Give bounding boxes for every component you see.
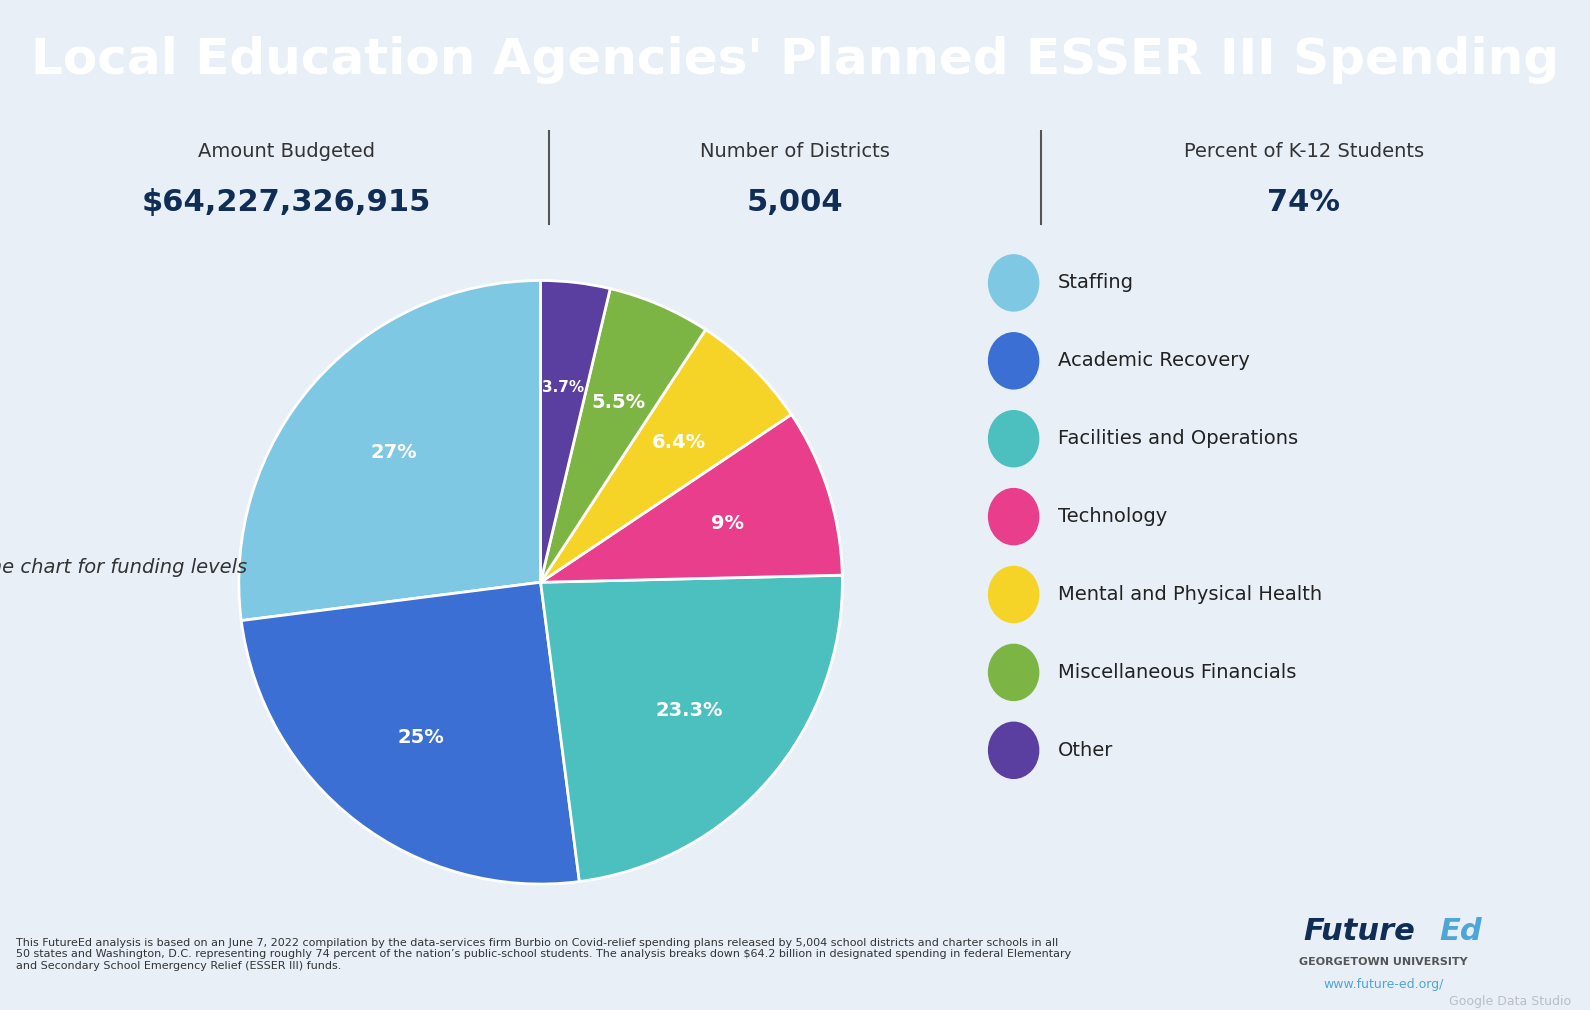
Circle shape xyxy=(989,722,1038,779)
Text: 5,004: 5,004 xyxy=(747,188,843,217)
Text: Technology: Technology xyxy=(1059,507,1167,526)
Text: Ed: Ed xyxy=(1439,917,1482,945)
Text: GEORGETOWN UNIVERSITY: GEORGETOWN UNIVERSITY xyxy=(1299,956,1468,967)
Circle shape xyxy=(989,489,1038,544)
Circle shape xyxy=(989,567,1038,622)
Text: Google Data Studio: Google Data Studio xyxy=(1450,996,1571,1008)
Text: Mental and Physical Health: Mental and Physical Health xyxy=(1059,585,1323,604)
Text: Facilities and Operations: Facilities and Operations xyxy=(1059,429,1299,448)
Text: 25%: 25% xyxy=(398,728,444,747)
Text: 74%: 74% xyxy=(1267,188,1340,217)
Wedge shape xyxy=(541,281,611,582)
Text: Percent of K-12 Students: Percent of K-12 Students xyxy=(1183,142,1425,162)
Wedge shape xyxy=(238,281,541,620)
Text: Amount Budgeted: Amount Budgeted xyxy=(197,142,375,162)
Wedge shape xyxy=(541,414,843,582)
Text: 5.5%: 5.5% xyxy=(591,393,646,411)
Text: 23.3%: 23.3% xyxy=(655,701,723,719)
Text: Click on the chart for funding levels: Click on the chart for funding levels xyxy=(0,558,246,577)
Text: 3.7%: 3.7% xyxy=(542,380,585,395)
Circle shape xyxy=(989,332,1038,389)
Text: Future: Future xyxy=(1304,917,1415,945)
Wedge shape xyxy=(541,289,706,582)
Text: This FutureEd analysis is based on an June 7, 2022 compilation by the data-servi: This FutureEd analysis is based on an Ju… xyxy=(16,938,1072,971)
Wedge shape xyxy=(541,329,792,582)
Text: 6.4%: 6.4% xyxy=(652,433,706,452)
Text: 27%: 27% xyxy=(370,443,417,463)
Wedge shape xyxy=(541,575,843,882)
Circle shape xyxy=(989,644,1038,701)
Text: www.future-ed.org/: www.future-ed.org/ xyxy=(1323,979,1444,991)
Text: Other: Other xyxy=(1059,740,1113,760)
Text: Staffing: Staffing xyxy=(1059,274,1134,293)
Circle shape xyxy=(989,255,1038,311)
Wedge shape xyxy=(242,582,579,884)
Circle shape xyxy=(989,411,1038,467)
Text: Local Education Agencies' Planned ESSER III Spending: Local Education Agencies' Planned ESSER … xyxy=(30,35,1560,84)
Text: $64,227,326,915: $64,227,326,915 xyxy=(142,188,431,217)
Text: Miscellaneous Financials: Miscellaneous Financials xyxy=(1059,663,1296,682)
Text: Academic Recovery: Academic Recovery xyxy=(1059,351,1250,371)
Text: Number of Districts: Number of Districts xyxy=(700,142,890,162)
Text: 9%: 9% xyxy=(711,513,744,532)
